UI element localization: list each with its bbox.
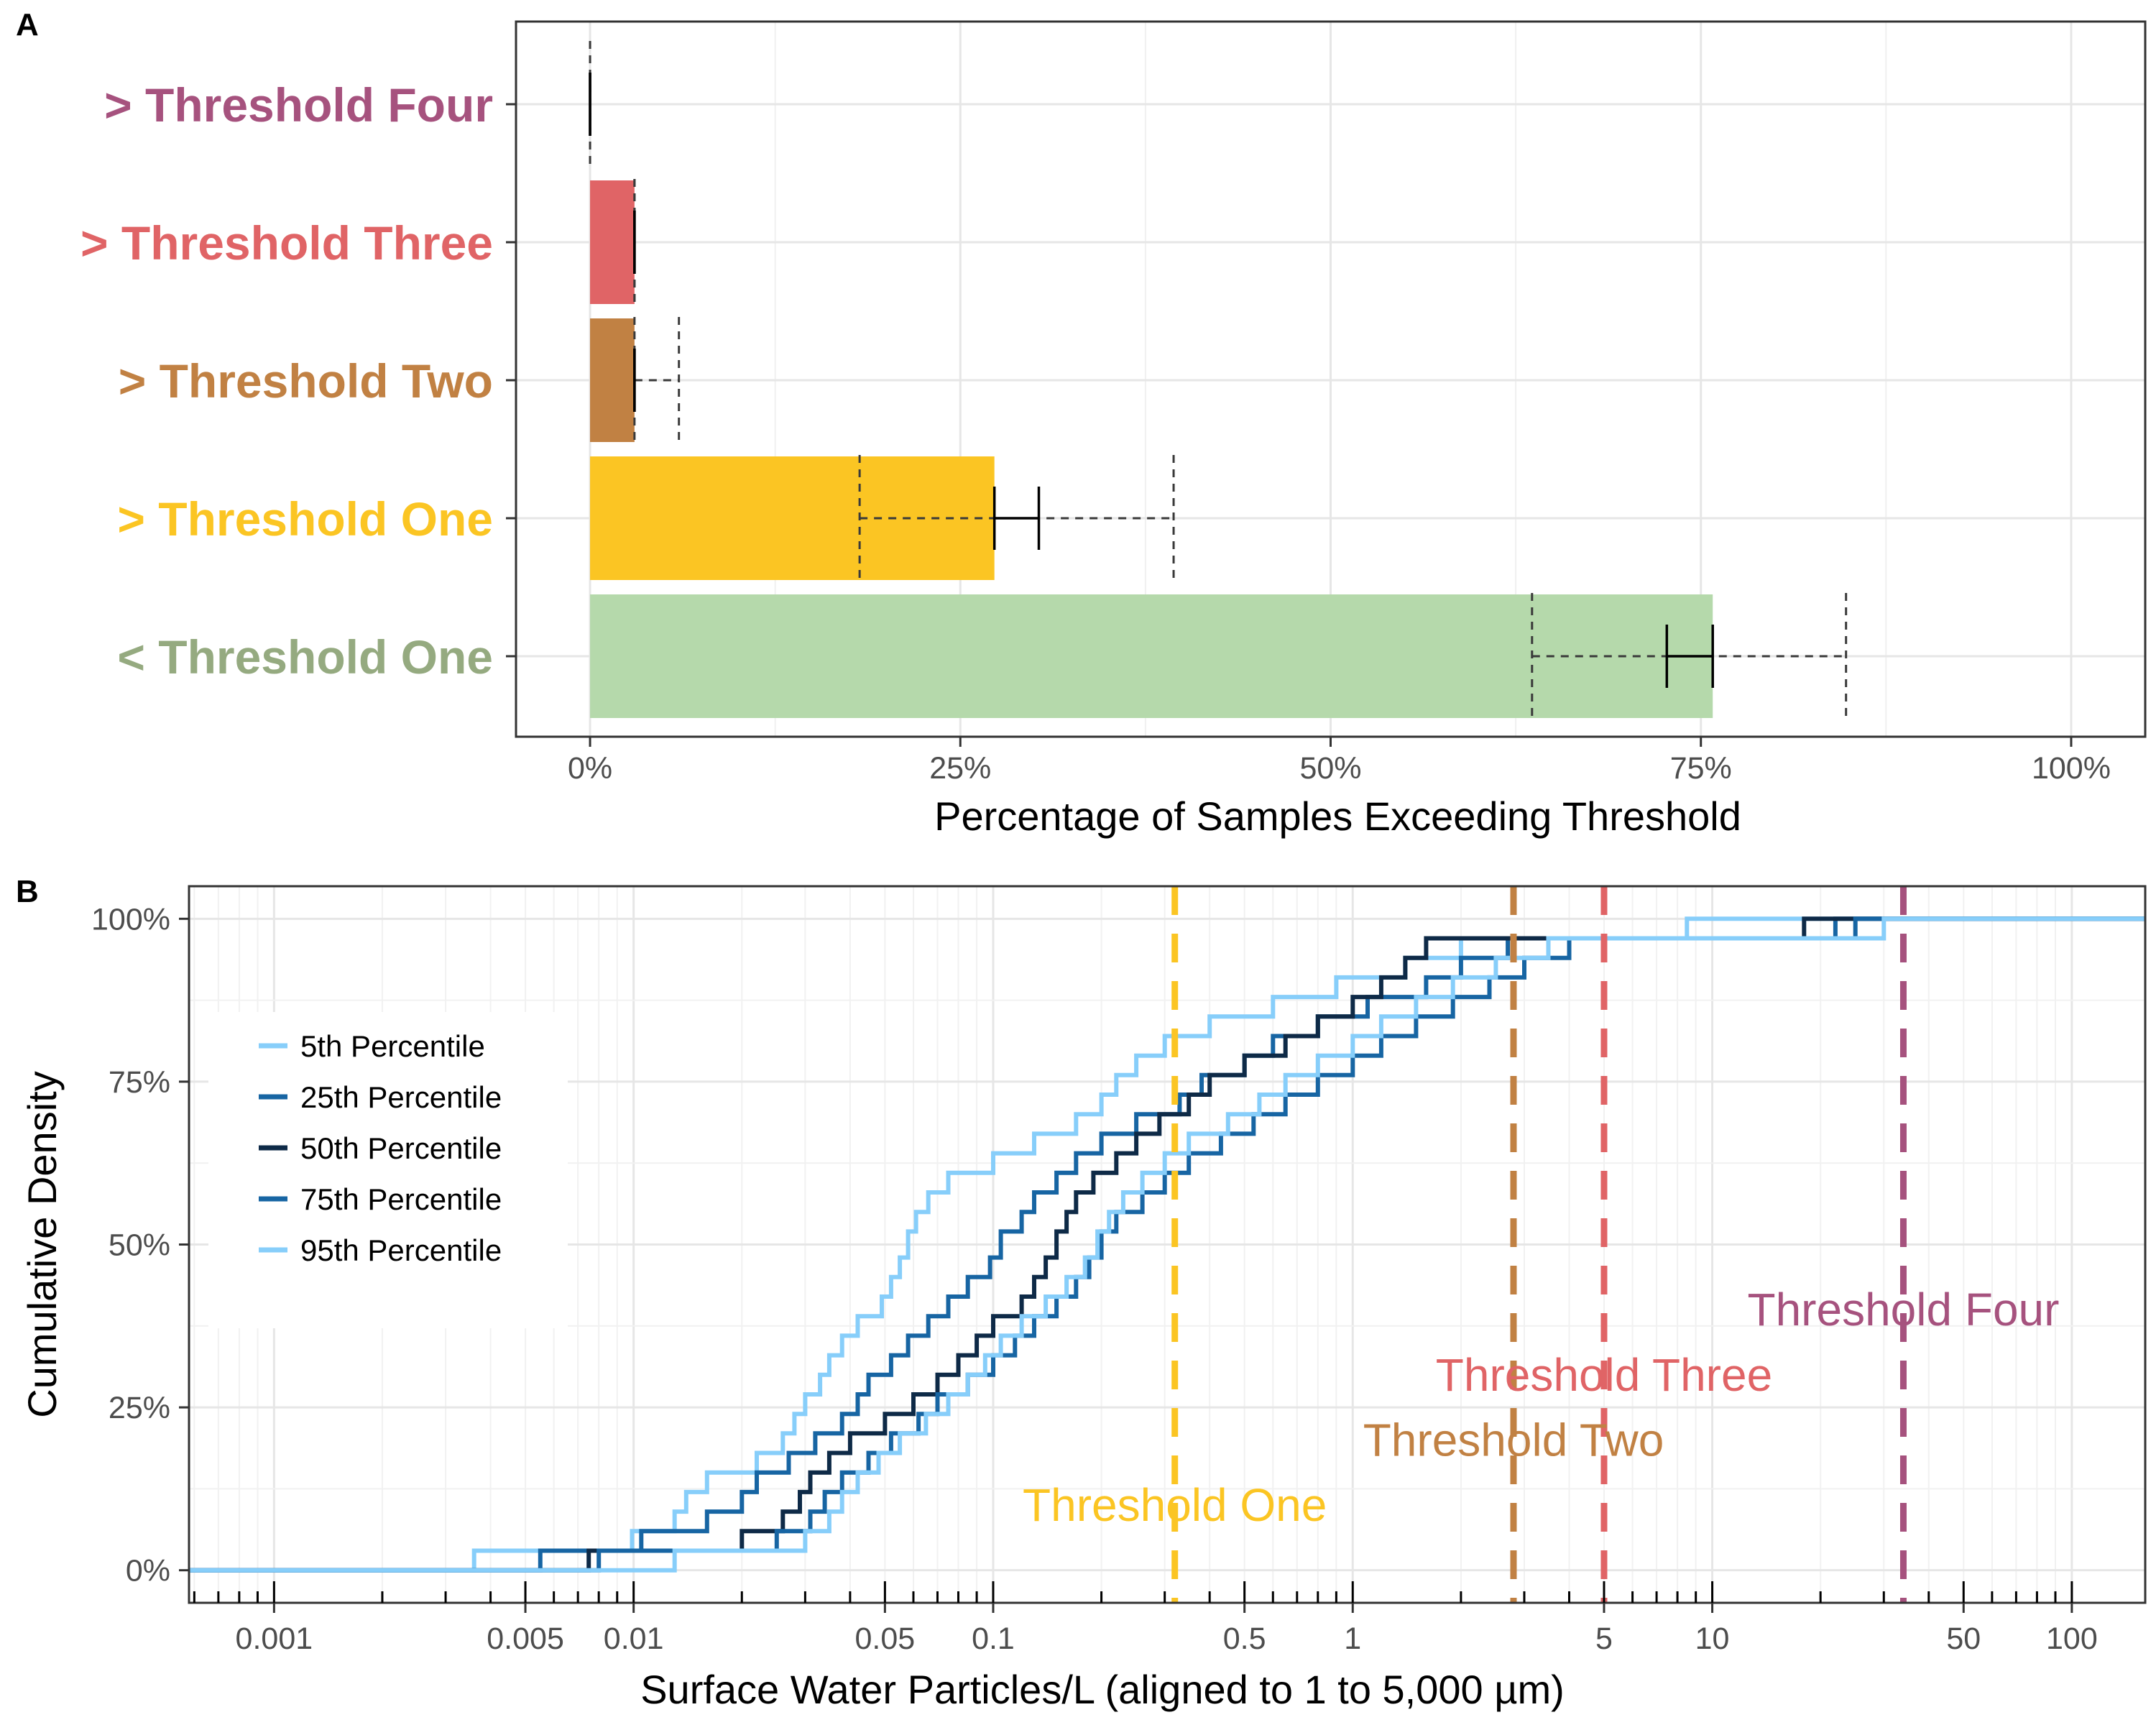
y-tick-label-b: 100% — [91, 902, 170, 937]
category-label: > Threshold Three — [80, 216, 493, 270]
x-tick-label-b: 5 — [1595, 1622, 1613, 1656]
x-axis-title-a: Percentage of Samples Exceeding Threshol… — [934, 794, 1741, 839]
x-tick-label-b: 0.01 — [604, 1622, 664, 1656]
panel-a-bar-chart: > Threshold Four > Threshold Three > Thres… — [80, 20, 2147, 839]
x-tick-label-a: 0% — [568, 751, 612, 786]
panel-b-label: B — [16, 874, 39, 909]
threshold-label: Threshold One — [1023, 1479, 1327, 1531]
x-tick-label-b: 1 — [1344, 1622, 1361, 1656]
x-tick-label-b: 0.001 — [236, 1622, 313, 1656]
category-label: < Threshold One — [117, 630, 493, 684]
y-axis-title-b: Cumulative Density — [19, 1071, 65, 1417]
legend: 5th Percentile 25th Percentile 50th Percen… — [208, 1012, 568, 1328]
x-tick-label-b: 0.05 — [855, 1622, 916, 1656]
x-tick-label-a: 25% — [929, 751, 991, 786]
legend-label: 5th Percentile — [300, 1029, 485, 1063]
y-tick-label-b: 50% — [109, 1228, 170, 1263]
y-tick-label-b: 25% — [109, 1391, 170, 1425]
cdf-line-3 — [189, 916, 2145, 1573]
category-label: > Threshold Four — [104, 78, 493, 132]
legend-label: 50th Percentile — [300, 1131, 502, 1165]
x-tick-label-a: 75% — [1670, 751, 1732, 786]
cdf-line-5 — [189, 916, 2145, 1573]
bar — [590, 318, 635, 442]
bar — [590, 180, 635, 304]
cdf-line-1 — [189, 916, 2145, 1573]
threshold-label: Threshold Three — [1436, 1349, 1772, 1401]
threshold-label: Threshold Two — [1363, 1414, 1664, 1466]
y-tick-label-b: 75% — [109, 1065, 170, 1100]
legend-label: 75th Percentile — [300, 1182, 502, 1216]
legend-label: 25th Percentile — [300, 1080, 502, 1114]
category-label: > Threshold One — [117, 492, 493, 546]
x-tick-label-b: 0.005 — [487, 1622, 564, 1656]
x-tick-label-b: 50 — [1946, 1622, 1981, 1656]
x-tick-label-b: 0.1 — [972, 1622, 1015, 1656]
bar — [590, 594, 1713, 718]
category-label: > Threshold Two — [119, 354, 493, 408]
x-axis-title-b: Surface Water Particles/L (aligned to 1 … — [640, 1667, 1565, 1712]
panel-b-cdf-chart: Threshold One Threshold Two Threshold Thre… — [19, 885, 2147, 1712]
panel-a-label: A — [16, 7, 39, 42]
x-tick-label-b: 100 — [2046, 1622, 2098, 1656]
legend-background — [208, 1012, 568, 1328]
x-tick-label-a: 50% — [1299, 751, 1361, 786]
x-tick-label-b: 10 — [1695, 1622, 1730, 1656]
threshold-label: Threshold Four — [1747, 1284, 2059, 1335]
bar — [590, 456, 995, 580]
x-tick-label-b: 0.5 — [1223, 1622, 1266, 1656]
legend-label: 95th Percentile — [300, 1233, 502, 1267]
y-tick-label-b: 0% — [126, 1554, 170, 1588]
x-tick-label-a: 100% — [2032, 751, 2111, 786]
